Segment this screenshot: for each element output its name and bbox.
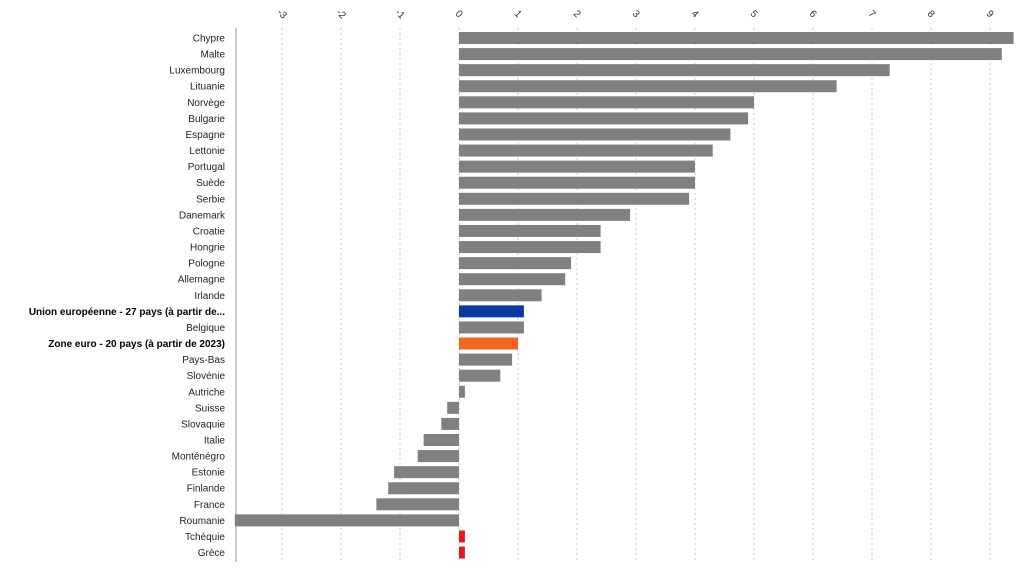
- x-tick-label: 8: [925, 8, 937, 20]
- bar[interactable]: [459, 32, 1014, 44]
- x-tick-label: -3: [275, 7, 289, 21]
- bar[interactable]: [459, 192, 690, 205]
- bar[interactable]: [459, 337, 518, 350]
- bars: [234, 32, 1014, 559]
- category-labels: Chypre Malte Luxembourg Lituanie Norvège Bulg…: [29, 34, 226, 560]
- bar[interactable]: [459, 385, 465, 398]
- bar[interactable]: [459, 208, 631, 221]
- x-tick-label: 3: [630, 8, 642, 20]
- x-tick-label: 1: [512, 8, 524, 20]
- category-label: France: [194, 500, 226, 511]
- bar[interactable]: [459, 64, 890, 77]
- x-axis-ticks: -3 -2 -1 0 1 2 3 4 5 6 7 8 9: [275, 7, 996, 21]
- category-label: Zone euro - 20 pays (à partir de 2023): [48, 339, 225, 350]
- bar[interactable]: [459, 305, 524, 318]
- x-tick-label: 6: [807, 8, 819, 20]
- bar[interactable]: [459, 80, 837, 93]
- category-label: Slovénie: [187, 371, 226, 382]
- category-label: Serbie: [196, 194, 225, 205]
- category-label: Finlande: [187, 484, 226, 495]
- bar[interactable]: [459, 128, 731, 141]
- x-tick-label: 7: [866, 8, 878, 20]
- category-label: Croatie: [193, 226, 226, 237]
- category-label: Roumanie: [179, 516, 225, 527]
- category-label: Lituanie: [190, 82, 225, 93]
- category-label: Belgique: [186, 323, 225, 334]
- category-label: Union européenne - 27 pays (à partir de.…: [29, 307, 225, 318]
- bar[interactable]: [459, 241, 601, 254]
- bar[interactable]: [388, 482, 459, 495]
- category-label: Allemagne: [178, 275, 226, 286]
- category-label: Estonie: [192, 468, 226, 479]
- category-label: Bulgarie: [188, 114, 225, 125]
- bar[interactable]: [441, 417, 459, 430]
- bar[interactable]: [459, 530, 465, 543]
- bar[interactable]: [459, 96, 754, 109]
- category-label: Lettonie: [189, 146, 225, 157]
- x-tick-label: 9: [984, 8, 996, 20]
- bar[interactable]: [459, 48, 1002, 61]
- bar[interactable]: [447, 401, 459, 414]
- category-label: Portugal: [188, 162, 225, 173]
- bar[interactable]: [459, 369, 501, 382]
- category-label: Hongrie: [190, 243, 225, 254]
- bar[interactable]: [459, 144, 713, 157]
- bar[interactable]: [376, 498, 459, 511]
- bar[interactable]: [459, 224, 601, 237]
- bar[interactable]: [459, 257, 572, 270]
- category-label: Espagne: [186, 130, 226, 141]
- bar[interactable]: [459, 546, 465, 559]
- bar[interactable]: [394, 466, 459, 479]
- category-label: Slovaquie: [181, 419, 225, 430]
- bar[interactable]: [417, 450, 459, 463]
- category-label: Grèce: [198, 548, 226, 559]
- category-label: Irlande: [194, 291, 225, 302]
- category-label: Danemark: [179, 210, 226, 221]
- category-label: Chypre: [193, 34, 226, 45]
- bar[interactable]: [234, 514, 459, 527]
- bar[interactable]: [423, 434, 459, 446]
- x-tick-label: 2: [571, 8, 583, 20]
- x-tick-label: 5: [748, 8, 760, 20]
- category-label: Pologne: [188, 259, 225, 270]
- category-label: Autriche: [188, 387, 225, 398]
- bar[interactable]: [459, 289, 542, 302]
- bar[interactable]: [459, 321, 524, 334]
- category-label: Suède: [196, 178, 225, 189]
- x-tick-label: -2: [334, 7, 348, 21]
- bar[interactable]: [459, 353, 513, 366]
- category-label: Luxembourg: [169, 66, 225, 77]
- category-label: Tchéquie: [185, 532, 225, 543]
- x-tick-label: 0: [453, 8, 465, 20]
- category-label: Italie: [204, 436, 226, 447]
- category-label: Norvège: [187, 98, 225, 109]
- bar[interactable]: [459, 176, 695, 189]
- bar[interactable]: [459, 160, 695, 173]
- category-label: Pays-Bas: [182, 355, 225, 366]
- x-tick-label: -1: [393, 7, 407, 21]
- bar[interactable]: [459, 112, 749, 125]
- category-label: Malte: [201, 50, 226, 61]
- category-label: Suisse: [195, 403, 225, 414]
- x-tick-label: 4: [689, 8, 701, 20]
- bar[interactable]: [459, 273, 566, 286]
- category-label: Monténégro: [172, 452, 226, 463]
